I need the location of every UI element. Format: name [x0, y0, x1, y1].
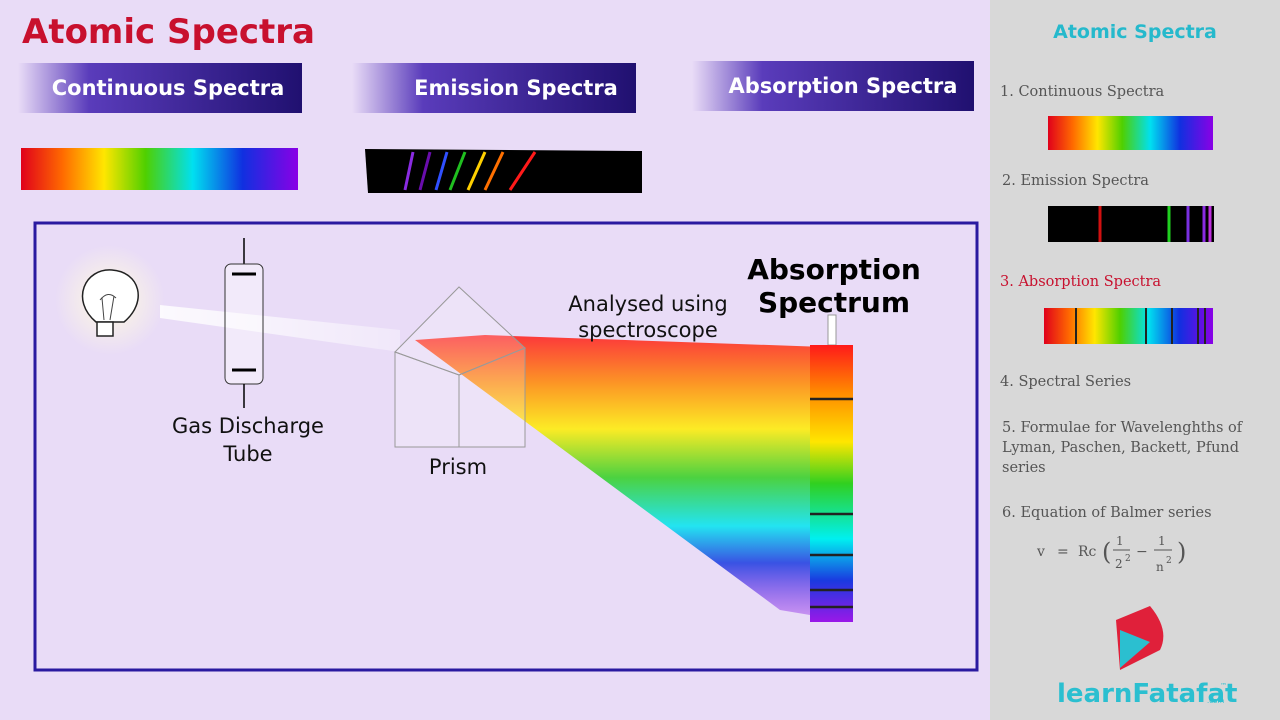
- menu-item[interactable]: 1. Continuous Spectra: [1000, 84, 1165, 100]
- spectrum-label: Absorption: [747, 253, 921, 286]
- tab-bg: [18, 63, 302, 113]
- formula-lhs: v: [1036, 544, 1045, 560]
- menu-item[interactable]: series: [1002, 460, 1046, 476]
- formula-coef: Rc: [1078, 544, 1097, 560]
- tube-label: Gas Discharge: [172, 414, 324, 438]
- formula-exp: 2: [1125, 554, 1131, 564]
- logo-name: learnFatafat: [1057, 679, 1237, 709]
- emission-strip: [365, 149, 642, 193]
- formula-num: 1: [1158, 534, 1166, 548]
- formula-paren: ): [1177, 538, 1186, 566]
- logo-domain: .com: [1207, 697, 1224, 705]
- formula-den: 2: [1115, 557, 1123, 571]
- menu-item[interactable]: 2. Emission Spectra: [1002, 173, 1149, 189]
- discharge-tube: [224, 238, 264, 408]
- logo: learnFatafat .com ™: [1057, 606, 1237, 709]
- menu-thumb: [1048, 116, 1213, 150]
- menu-item[interactable]: 6. Equation of Balmer series: [1002, 505, 1212, 521]
- sidebar-title: Atomic Spectra: [1053, 21, 1217, 43]
- analysis-label: Analysed using: [568, 292, 727, 316]
- bulb: [55, 245, 400, 355]
- prism: [394, 286, 526, 448]
- diagram-frame: [33, 221, 979, 672]
- sidebar-bg: [990, 0, 1280, 720]
- menu-item[interactable]: Lyman, Paschen, Backett, Pfund: [1002, 440, 1239, 456]
- menu-item[interactable]: 5. Formulae for Wavelenghths of: [1002, 420, 1244, 436]
- tube-label: Tube: [222, 442, 272, 466]
- logo-mark: ™: [1220, 682, 1227, 690]
- formula: v = Rc ( 1 2 2 − 1 n 2 ): [1036, 534, 1186, 574]
- menu-item[interactable]: 4. Spectral Series: [1000, 374, 1131, 390]
- menu-thumb: [1044, 308, 1213, 344]
- formula-op: −: [1136, 544, 1148, 560]
- tab: Continuous Spectra: [52, 76, 285, 100]
- formula-den: n: [1156, 560, 1164, 574]
- dispersed-light: [415, 335, 852, 622]
- formula-num: 1: [1116, 534, 1124, 548]
- absorption-bar: [810, 314, 853, 622]
- tab-bg: [352, 63, 636, 113]
- formula-eq: =: [1057, 544, 1069, 560]
- spectrum-label: Spectrum: [758, 286, 910, 319]
- title: Atomic Spectra: [22, 12, 315, 52]
- tab: Emission Spectra: [414, 76, 618, 100]
- prism-label: Prism: [429, 455, 487, 479]
- menu-thumb: [1048, 206, 1214, 242]
- tab: Absorption Spectra: [729, 74, 958, 98]
- continuous-strip: [21, 148, 298, 190]
- tab-bg: [692, 61, 974, 111]
- formula-paren: (: [1102, 538, 1111, 566]
- menu-item-active[interactable]: 3. Absorption Spectra: [1000, 274, 1161, 290]
- formula-exp: 2: [1166, 556, 1172, 566]
- analysis-label: spectroscope: [578, 318, 718, 342]
